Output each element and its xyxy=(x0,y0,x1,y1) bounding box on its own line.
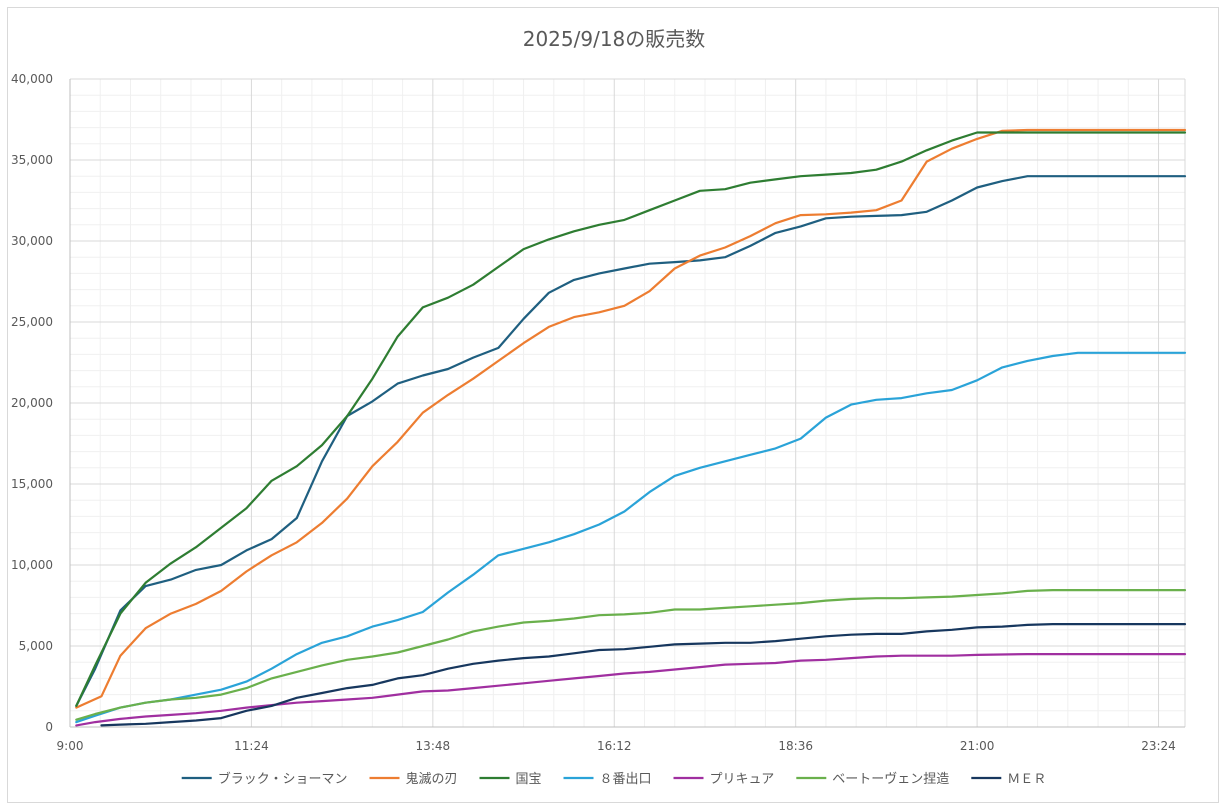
legend-label: ベートーヴェン捏造 xyxy=(832,771,949,787)
y-tick-label: 20,000 xyxy=(11,396,53,410)
legend-item-2[interactable]: 鬼滅の刃 xyxy=(369,771,458,787)
series-line-6 xyxy=(75,589,1187,721)
series-line-5 xyxy=(75,653,1187,727)
axes: 0 5,000 10,000 15,000 20,000 25,000 30,000 35,0… xyxy=(11,72,1185,753)
legend-label: ブラック・ショーマン xyxy=(218,771,348,787)
legend-label: 鬼滅の刃 xyxy=(406,771,458,787)
y-tick-label: 40,000 xyxy=(11,72,53,86)
y-tick-label: 5,000 xyxy=(19,639,53,653)
x-tick-label: 9:00 xyxy=(57,739,84,753)
x-tick-label: 23:24 xyxy=(1141,739,1176,753)
y-tick-label: 0 xyxy=(45,720,53,734)
series-line-3 xyxy=(75,131,1187,707)
x-tick-label: 18:36 xyxy=(778,739,813,753)
legend-item-1[interactable]: ブラック・ショーマン xyxy=(181,771,348,787)
legend-label: プリキュア xyxy=(710,772,775,787)
y-tick-label: 35,000 xyxy=(11,153,53,167)
legend-item-5[interactable]: プリキュア xyxy=(673,772,775,787)
chart-frame xyxy=(7,7,1219,803)
series-line-7 xyxy=(100,623,1187,727)
series-line-2 xyxy=(75,128,1187,709)
legend-label: ＭＥＲ xyxy=(1007,772,1046,787)
legend-item-6[interactable]: ベートーヴェン捏造 xyxy=(796,771,949,787)
y-tick-label: 25,000 xyxy=(11,315,53,329)
y-tick-label: 15,000 xyxy=(11,477,53,491)
legend[interactable]: ブラック・ショーマン 鬼滅の刃 国宝 ８番出口 プリキュア ベートーヴェン捏造 ＭＥＲ xyxy=(181,771,1047,787)
legend-label: ８番出口 xyxy=(600,772,652,787)
x-tick-label: 16:12 xyxy=(597,739,632,753)
x-tick-label: 21:00 xyxy=(960,739,995,753)
y-tick-label: 30,000 xyxy=(11,234,53,248)
x-tick-label: 13:48 xyxy=(416,739,451,753)
legend-item-7[interactable]: ＭＥＲ xyxy=(971,772,1046,787)
legend-item-3[interactable]: 国宝 xyxy=(479,772,542,787)
legend-item-4[interactable]: ８番出口 xyxy=(563,772,652,787)
chart-title: 2025/9/18の販売数 xyxy=(523,27,706,51)
series-line-1 xyxy=(75,175,1187,707)
legend-label: 国宝 xyxy=(516,772,542,787)
series-line-4 xyxy=(75,351,1187,724)
y-tick-label: 10,000 xyxy=(11,558,53,572)
series-lines xyxy=(75,128,1187,727)
x-tick-label: 11:24 xyxy=(234,739,269,753)
grid xyxy=(69,78,1186,728)
